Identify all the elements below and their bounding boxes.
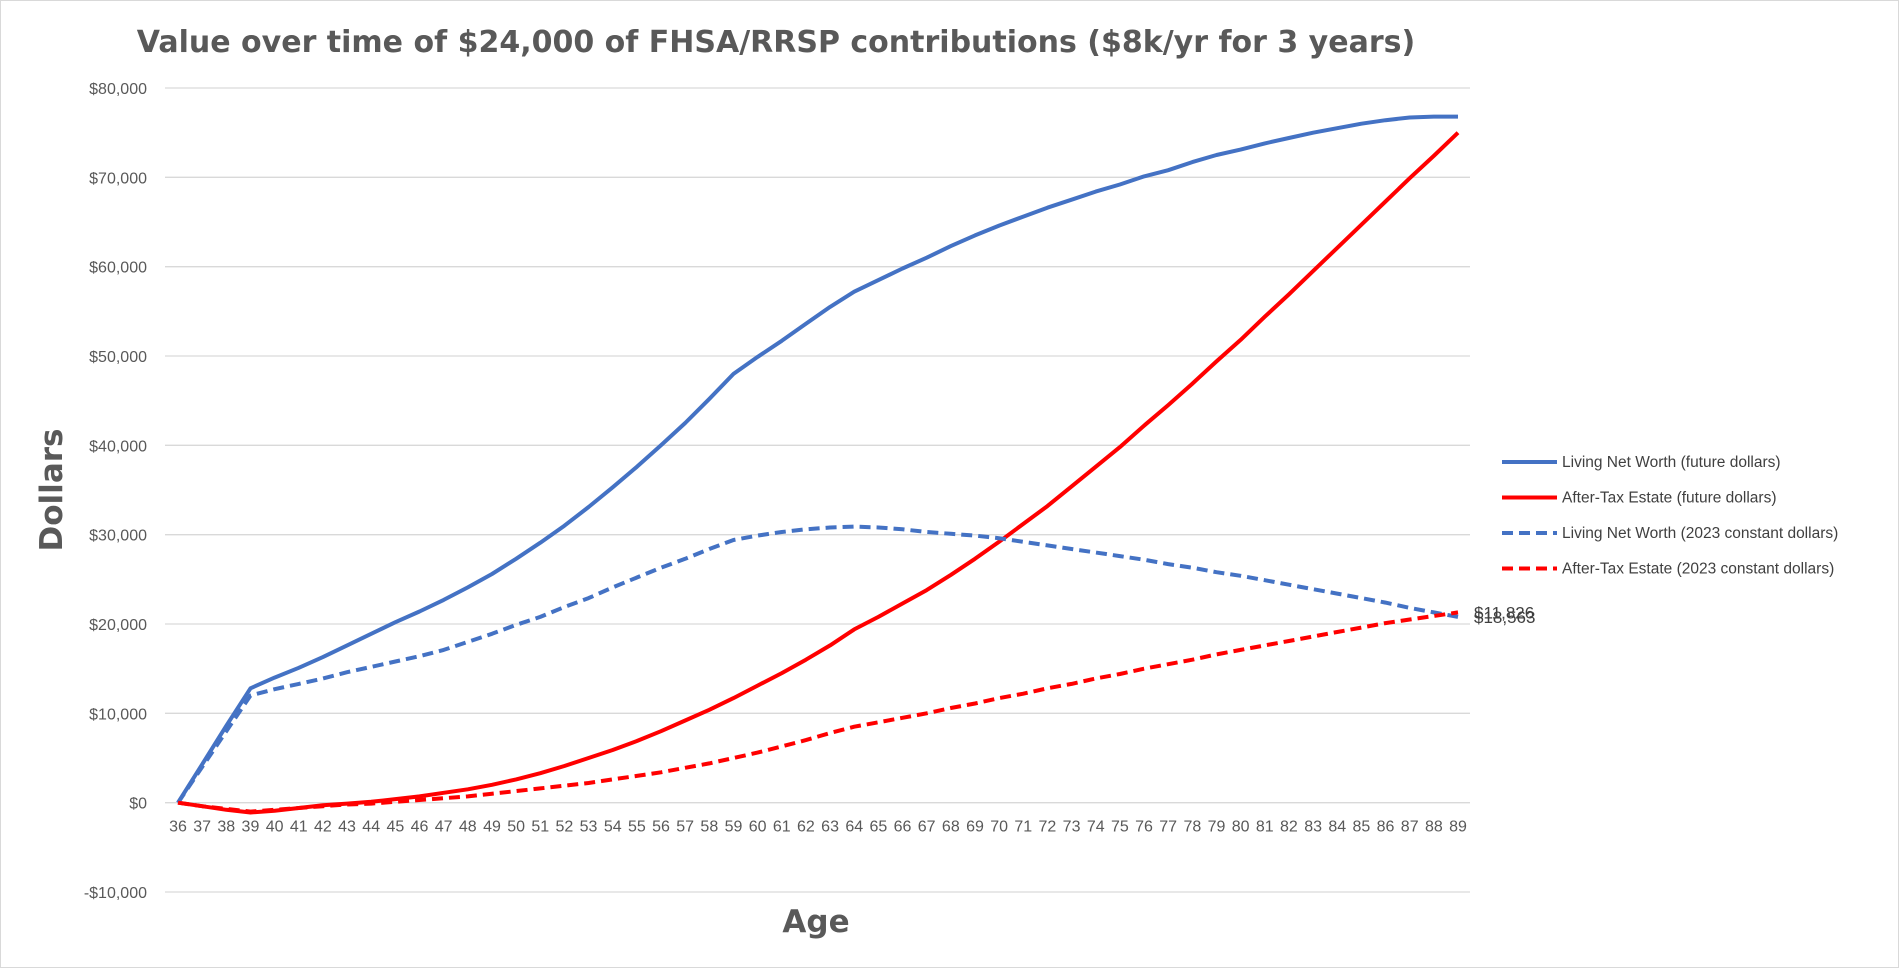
x-tick-label: 59 bbox=[725, 819, 743, 836]
x-tick-label: 71 bbox=[1014, 819, 1032, 836]
end-value-label: $18,563 bbox=[1474, 608, 1535, 627]
legend-label: Living Net Worth (future dollars) bbox=[1562, 454, 1781, 471]
x-tick-label: 77 bbox=[1159, 819, 1177, 836]
x-tick-label: 37 bbox=[193, 819, 211, 836]
x-tick-label: 78 bbox=[1183, 819, 1201, 836]
x-tick-label: 38 bbox=[217, 819, 235, 836]
x-tick-label: 82 bbox=[1280, 819, 1298, 836]
series-lines bbox=[176, 114, 1460, 815]
x-tick-label: 61 bbox=[773, 819, 791, 836]
series-line-3 bbox=[176, 524, 1459, 804]
x-tick-label: 70 bbox=[990, 819, 1008, 836]
legend-label: After-Tax Estate (future dollars) bbox=[1562, 490, 1777, 507]
legend-label: After-Tax Estate (2023 constant dollars) bbox=[1562, 561, 1834, 578]
x-tick-label: 86 bbox=[1377, 819, 1395, 836]
x-tick-label: 40 bbox=[266, 819, 284, 836]
end-value-labels: $18,563$11,826 bbox=[1474, 603, 1535, 626]
x-tick-label: 51 bbox=[531, 819, 549, 836]
series-line-4 bbox=[177, 610, 1459, 814]
x-tick-label: 57 bbox=[676, 819, 694, 836]
x-tick-label: 44 bbox=[362, 819, 380, 836]
x-tick-label: 67 bbox=[918, 819, 936, 836]
series-line-1 bbox=[176, 114, 1458, 804]
x-tick-label: 81 bbox=[1256, 819, 1274, 836]
x-tick-label: 89 bbox=[1449, 819, 1467, 836]
y-axis-title: Dollars bbox=[34, 429, 70, 552]
x-tick-label: 87 bbox=[1401, 819, 1419, 836]
y-tick-label: $50,000 bbox=[89, 349, 147, 366]
y-axis-tick-labels: -$10,000 $0 $10,000 $20,000 $30,000 $40,000 $5… bbox=[84, 81, 147, 902]
x-tick-label: 47 bbox=[435, 819, 453, 836]
x-tick-label: 66 bbox=[894, 819, 912, 836]
x-tick-label: 83 bbox=[1304, 819, 1322, 836]
x-tick-label: 62 bbox=[797, 819, 815, 836]
x-tick-label: 75 bbox=[1111, 819, 1129, 836]
x-tick-label: 79 bbox=[1208, 819, 1226, 836]
y-tick-label: $40,000 bbox=[89, 438, 147, 455]
x-tick-label: 60 bbox=[749, 819, 767, 836]
x-tick-label: 39 bbox=[242, 819, 260, 836]
x-tick-label: 56 bbox=[652, 819, 670, 836]
x-tick-label: 55 bbox=[628, 819, 646, 836]
x-tick-label: 76 bbox=[1135, 819, 1153, 836]
end-value-label: $11,826 bbox=[1474, 603, 1534, 622]
x-tick-label: 48 bbox=[459, 819, 477, 836]
chart-title: Value over time of $24,000 of FHSA/RRSP … bbox=[137, 25, 1415, 60]
gridlines bbox=[165, 87, 1470, 893]
x-tick-label: 68 bbox=[942, 819, 960, 836]
x-axis-title: Age bbox=[782, 904, 849, 940]
x-tick-label: 50 bbox=[507, 819, 525, 836]
x-tick-label: 41 bbox=[290, 819, 308, 836]
x-tick-label: 80 bbox=[1232, 819, 1250, 836]
x-tick-label: 84 bbox=[1328, 819, 1346, 836]
x-tick-label: 58 bbox=[700, 819, 718, 836]
x-tick-label: 46 bbox=[411, 819, 429, 836]
legend-label: Living Net Worth (2023 constant dollars) bbox=[1562, 525, 1838, 542]
y-tick-label: $20,000 bbox=[89, 617, 147, 634]
x-tick-label: 49 bbox=[483, 819, 501, 836]
x-tick-label: 64 bbox=[845, 819, 863, 836]
x-axis-tick-labels: 36 37 38 39 40 41 42 43 44 45 46 47 48 49 50 51 52 53 54 55… bbox=[169, 819, 1467, 836]
y-tick-label: $0 bbox=[129, 796, 147, 813]
x-tick-label: 72 bbox=[1039, 819, 1057, 836]
x-tick-label: 88 bbox=[1425, 819, 1443, 836]
x-tick-label: 69 bbox=[966, 819, 984, 836]
x-tick-label: 85 bbox=[1352, 819, 1370, 836]
y-tick-label: $10,000 bbox=[89, 706, 147, 723]
y-tick-label: -$10,000 bbox=[84, 885, 147, 902]
x-tick-label: 54 bbox=[604, 819, 622, 836]
series-line-2 bbox=[177, 131, 1460, 815]
x-tick-label: 45 bbox=[386, 819, 404, 836]
legend: Living Net Worth (future dollars) After-T… bbox=[1502, 454, 1838, 578]
x-tick-label: 53 bbox=[580, 819, 598, 836]
y-tick-label: $70,000 bbox=[89, 170, 147, 187]
y-tick-label: $80,000 bbox=[89, 81, 147, 98]
x-tick-label: 43 bbox=[338, 819, 356, 836]
x-tick-label: 63 bbox=[821, 819, 839, 836]
y-tick-label: $30,000 bbox=[89, 528, 147, 545]
x-tick-label: 42 bbox=[314, 819, 332, 836]
x-tick-label: 74 bbox=[1087, 819, 1105, 836]
x-tick-label: 52 bbox=[556, 819, 574, 836]
x-tick-label: 36 bbox=[169, 819, 187, 836]
y-tick-label: $60,000 bbox=[89, 260, 147, 277]
x-tick-label: 73 bbox=[1063, 819, 1081, 836]
x-tick-label: 65 bbox=[869, 819, 887, 836]
